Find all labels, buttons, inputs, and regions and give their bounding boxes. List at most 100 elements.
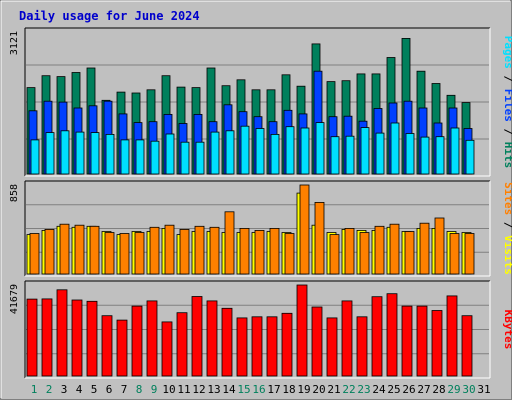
bar-kbytes-day-5 bbox=[86, 300, 98, 377]
bar-pages-day-16 bbox=[255, 128, 265, 175]
chart-panel-1: 3121 Pages / Files / Hits bbox=[9, 27, 512, 177]
day-label-1: 1 bbox=[31, 383, 38, 396]
bar-pages-day-20 bbox=[315, 122, 325, 175]
bar-kbytes-day-2 bbox=[41, 298, 53, 377]
day-label-8: 8 bbox=[136, 383, 143, 396]
bar-sites-day-20 bbox=[314, 201, 325, 275]
day-labels: 1 2 3 4 5 6 7 8 9 10 11 12 13 14 15 16 17 18 19 20 21 22 23 24 2… bbox=[31, 383, 491, 396]
day-label-28: 28 bbox=[432, 383, 445, 396]
day-label-2: 2 bbox=[46, 383, 53, 396]
bar-pages-day-3 bbox=[60, 130, 70, 175]
chart-panels: 3121 Pages / Files / Hits 858 Sites / Visit… bbox=[9, 27, 512, 379]
bar-pages-day-13 bbox=[210, 131, 220, 175]
bar-sites-day-30 bbox=[464, 233, 475, 275]
bar-pages-day-23 bbox=[360, 127, 370, 175]
chart-panel-2: 858 Sites / Visits bbox=[9, 180, 512, 277]
bar-sites-day-16 bbox=[254, 229, 265, 275]
day-label-10: 10 bbox=[162, 383, 175, 396]
bar-kbytes-day-27 bbox=[416, 305, 428, 377]
day-label-6: 6 bbox=[106, 383, 113, 396]
bar-sites-day-21 bbox=[329, 234, 340, 275]
bar-kbytes-day-10 bbox=[161, 321, 173, 377]
day-label-15: 15 bbox=[237, 383, 250, 396]
bar-kbytes-day-29 bbox=[446, 295, 458, 377]
day-label-27: 27 bbox=[417, 383, 430, 396]
day-label-17: 17 bbox=[267, 383, 280, 396]
bar-kbytes-day-7 bbox=[116, 319, 128, 377]
bar-kbytes-day-22 bbox=[341, 300, 353, 377]
legend-item-kbytes: KBytes bbox=[502, 310, 512, 350]
bar-kbytes-day-30 bbox=[461, 315, 473, 377]
bar-sites-day-18 bbox=[284, 233, 295, 275]
bar-sites-day-10 bbox=[164, 224, 175, 275]
bar-kbytes-day-19 bbox=[296, 284, 308, 377]
bar-kbytes-day-28 bbox=[431, 310, 443, 377]
bar-kbytes-day-24 bbox=[371, 296, 383, 377]
bar-sites-day-4 bbox=[74, 224, 85, 275]
bar-sites-day-29 bbox=[449, 233, 460, 275]
bar-pages-day-28 bbox=[435, 136, 445, 175]
bar-sites-day-11 bbox=[179, 228, 190, 275]
bar-kbytes-day-16 bbox=[251, 316, 263, 377]
bar-pages-day-21 bbox=[330, 136, 340, 175]
bar-kbytes-day-18 bbox=[281, 312, 293, 377]
day-label-25: 25 bbox=[387, 383, 400, 396]
bar-kbytes-day-9 bbox=[146, 300, 158, 377]
bar-kbytes-day-8 bbox=[131, 305, 143, 377]
bar-kbytes-day-3 bbox=[56, 289, 68, 377]
series-pages bbox=[30, 122, 475, 175]
bar-sites-day-28 bbox=[434, 217, 445, 275]
bar-sites-day-24 bbox=[374, 225, 385, 275]
bar-kbytes-day-6 bbox=[101, 315, 113, 377]
bar-kbytes-day-4 bbox=[71, 299, 83, 377]
y-max-label: 858 bbox=[9, 184, 20, 202]
bar-pages-day-25 bbox=[390, 122, 400, 175]
bar-sites-day-22 bbox=[344, 227, 355, 275]
bar-pages-day-27 bbox=[420, 136, 430, 175]
day-label-23: 23 bbox=[357, 383, 370, 396]
bar-sites-day-26 bbox=[404, 231, 415, 275]
legend-separator: / bbox=[502, 215, 512, 235]
bar-kbytes-day-13 bbox=[206, 300, 218, 377]
legend-item-visits: Visits bbox=[502, 235, 512, 275]
bar-pages-day-26 bbox=[405, 133, 415, 175]
day-label-12: 12 bbox=[192, 383, 205, 396]
bar-sites-day-14 bbox=[224, 211, 235, 275]
bar-sites-day-9 bbox=[149, 226, 160, 275]
bar-pages-day-9 bbox=[150, 140, 160, 175]
chart-title: Daily usage for June 2024 bbox=[19, 9, 200, 23]
bar-pages-day-30 bbox=[465, 139, 475, 175]
legend-item-hits: Hits bbox=[502, 142, 512, 169]
bar-kbytes-day-11 bbox=[176, 312, 188, 377]
day-label-30: 30 bbox=[462, 383, 475, 396]
bar-pages-day-22 bbox=[345, 135, 355, 175]
bar-sites-day-27 bbox=[419, 222, 430, 275]
bar-pages-day-14 bbox=[225, 130, 235, 175]
series-sites bbox=[29, 184, 475, 275]
legend-panel-3: KBytes bbox=[502, 310, 512, 350]
bar-pages-day-7 bbox=[120, 139, 130, 175]
legend-item-files: Files bbox=[502, 89, 512, 122]
day-label-16: 16 bbox=[252, 383, 265, 396]
bar-sites-day-25 bbox=[389, 223, 400, 275]
bar-pages-day-17 bbox=[270, 133, 280, 175]
y-max-label: 41679 bbox=[9, 284, 20, 314]
day-label-18: 18 bbox=[282, 383, 295, 396]
bar-sites-day-7 bbox=[119, 233, 130, 275]
day-label-13: 13 bbox=[207, 383, 220, 396]
bar-sites-day-12 bbox=[194, 225, 205, 275]
legend-item-pages: Pages bbox=[502, 36, 512, 69]
bar-pages-day-12 bbox=[195, 141, 205, 175]
legend-panel-1: Pages / Files / Hits bbox=[502, 36, 512, 169]
bar-sites-day-5 bbox=[89, 225, 100, 275]
legend-separator: / bbox=[502, 122, 512, 142]
bar-pages-day-18 bbox=[285, 126, 295, 175]
bar-sites-day-17 bbox=[269, 227, 280, 275]
day-label-14: 14 bbox=[222, 383, 236, 396]
bar-sites-day-19 bbox=[299, 184, 310, 275]
bar-pages-day-2 bbox=[45, 132, 55, 175]
day-label-21: 21 bbox=[327, 383, 340, 396]
bar-pages-day-10 bbox=[165, 133, 175, 175]
